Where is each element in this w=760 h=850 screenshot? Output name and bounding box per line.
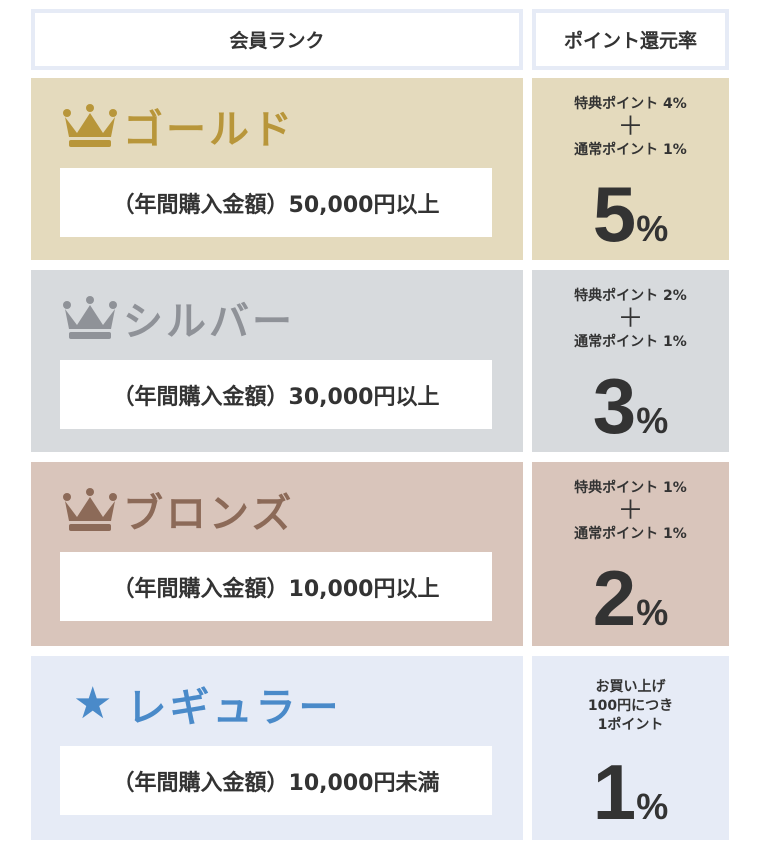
rank-header-label: 会員ランク xyxy=(35,13,519,66)
tier-silver-card: シルバー （年間購入金額）30,000円以上 xyxy=(31,270,523,452)
rate-unit: % xyxy=(636,208,669,249)
tier-silver-rate-detail: 特典ポイント 2% ＋ 通常ポイント 1% xyxy=(532,284,729,354)
plus-sign: ＋ xyxy=(617,496,644,526)
rate-header: ポイント還元率 xyxy=(532,9,729,70)
tier-regular-rate-value: 1% xyxy=(532,752,729,832)
tier-regular-title: ★ レギュラー xyxy=(73,674,341,734)
rate-header-label: ポイント還元率 xyxy=(536,13,725,66)
plus-sign: ＋ xyxy=(617,112,644,142)
tier-silver-name: シルバー xyxy=(123,299,295,345)
tier-bronze-rate-value: 2% xyxy=(532,558,729,638)
rate-unit: % xyxy=(636,400,669,441)
tier-silver-condition: （年間購入金額）30,000円以上 xyxy=(60,360,492,429)
tier-gold-name: ゴールド xyxy=(123,107,295,153)
tier-bronze-rate: 特典ポイント 1% ＋ 通常ポイント 1% 2% xyxy=(532,462,729,646)
tier-gold-rate: 特典ポイント 4% ＋ 通常ポイント 1% 5% xyxy=(532,78,729,260)
rank-header: 会員ランク xyxy=(31,9,523,70)
bonus-points: 特典ポイント 4% xyxy=(574,96,687,112)
tier-gold-title: ゴールド xyxy=(61,96,295,156)
bonus-points: 特典ポイント 2% xyxy=(574,288,687,304)
tier-gold-card: ゴールド （年間購入金額）50,000円以上 xyxy=(31,78,523,260)
tier-bronze-rate-detail: 特典ポイント 1% ＋ 通常ポイント 1% xyxy=(532,476,729,546)
crown-icon xyxy=(63,488,117,531)
tier-bronze-name: ブロンズ xyxy=(123,491,295,537)
tier-silver-title: シルバー xyxy=(61,288,295,348)
bonus-points: 特典ポイント 1% xyxy=(574,480,687,496)
tier-regular-card: ★ レギュラー （年間購入金額）10,000円未満 xyxy=(31,656,523,840)
tier-regular-name: レギュラー xyxy=(126,685,342,731)
rate-unit: % xyxy=(636,592,669,633)
note-line: 1ポイント xyxy=(597,717,664,733)
rate-number: 1 xyxy=(592,748,637,836)
tier-gold-rate-value: 5% xyxy=(532,174,729,254)
tier-gold-rate-detail: 特典ポイント 4% ＋ 通常ポイント 1% xyxy=(532,92,729,162)
star-icon: ★ xyxy=(73,678,113,729)
note-line: お買い上げ xyxy=(595,679,666,695)
tier-silver-rate: 特典ポイント 2% ＋ 通常ポイント 1% 3% xyxy=(532,270,729,452)
tier-bronze-condition: （年間購入金額）10,000円以上 xyxy=(60,552,492,621)
base-points: 通常ポイント 1% xyxy=(574,142,687,158)
tier-regular-rate-detail: お買い上げ 100円につき 1ポイント xyxy=(532,678,729,735)
base-points: 通常ポイント 1% xyxy=(574,334,687,350)
rate-number: 3 xyxy=(592,362,637,450)
tier-gold-condition: （年間購入金額）50,000円以上 xyxy=(60,168,492,237)
tier-regular-condition: （年間購入金額）10,000円未満 xyxy=(60,746,492,815)
tier-silver-rate-value: 3% xyxy=(532,366,729,446)
crown-icon xyxy=(63,104,117,147)
rate-unit: % xyxy=(636,786,669,827)
tier-regular-rate: お買い上げ 100円につき 1ポイント 1% xyxy=(532,656,729,840)
rate-number: 2 xyxy=(592,554,637,642)
note-line: 100円につき xyxy=(587,698,674,714)
plus-sign: ＋ xyxy=(617,304,644,334)
base-points: 通常ポイント 1% xyxy=(574,526,687,542)
tier-bronze-card: ブロンズ （年間購入金額）10,000円以上 xyxy=(31,462,523,646)
crown-icon xyxy=(63,296,117,339)
tier-bronze-title: ブロンズ xyxy=(61,480,294,540)
rate-number: 5 xyxy=(592,170,637,258)
